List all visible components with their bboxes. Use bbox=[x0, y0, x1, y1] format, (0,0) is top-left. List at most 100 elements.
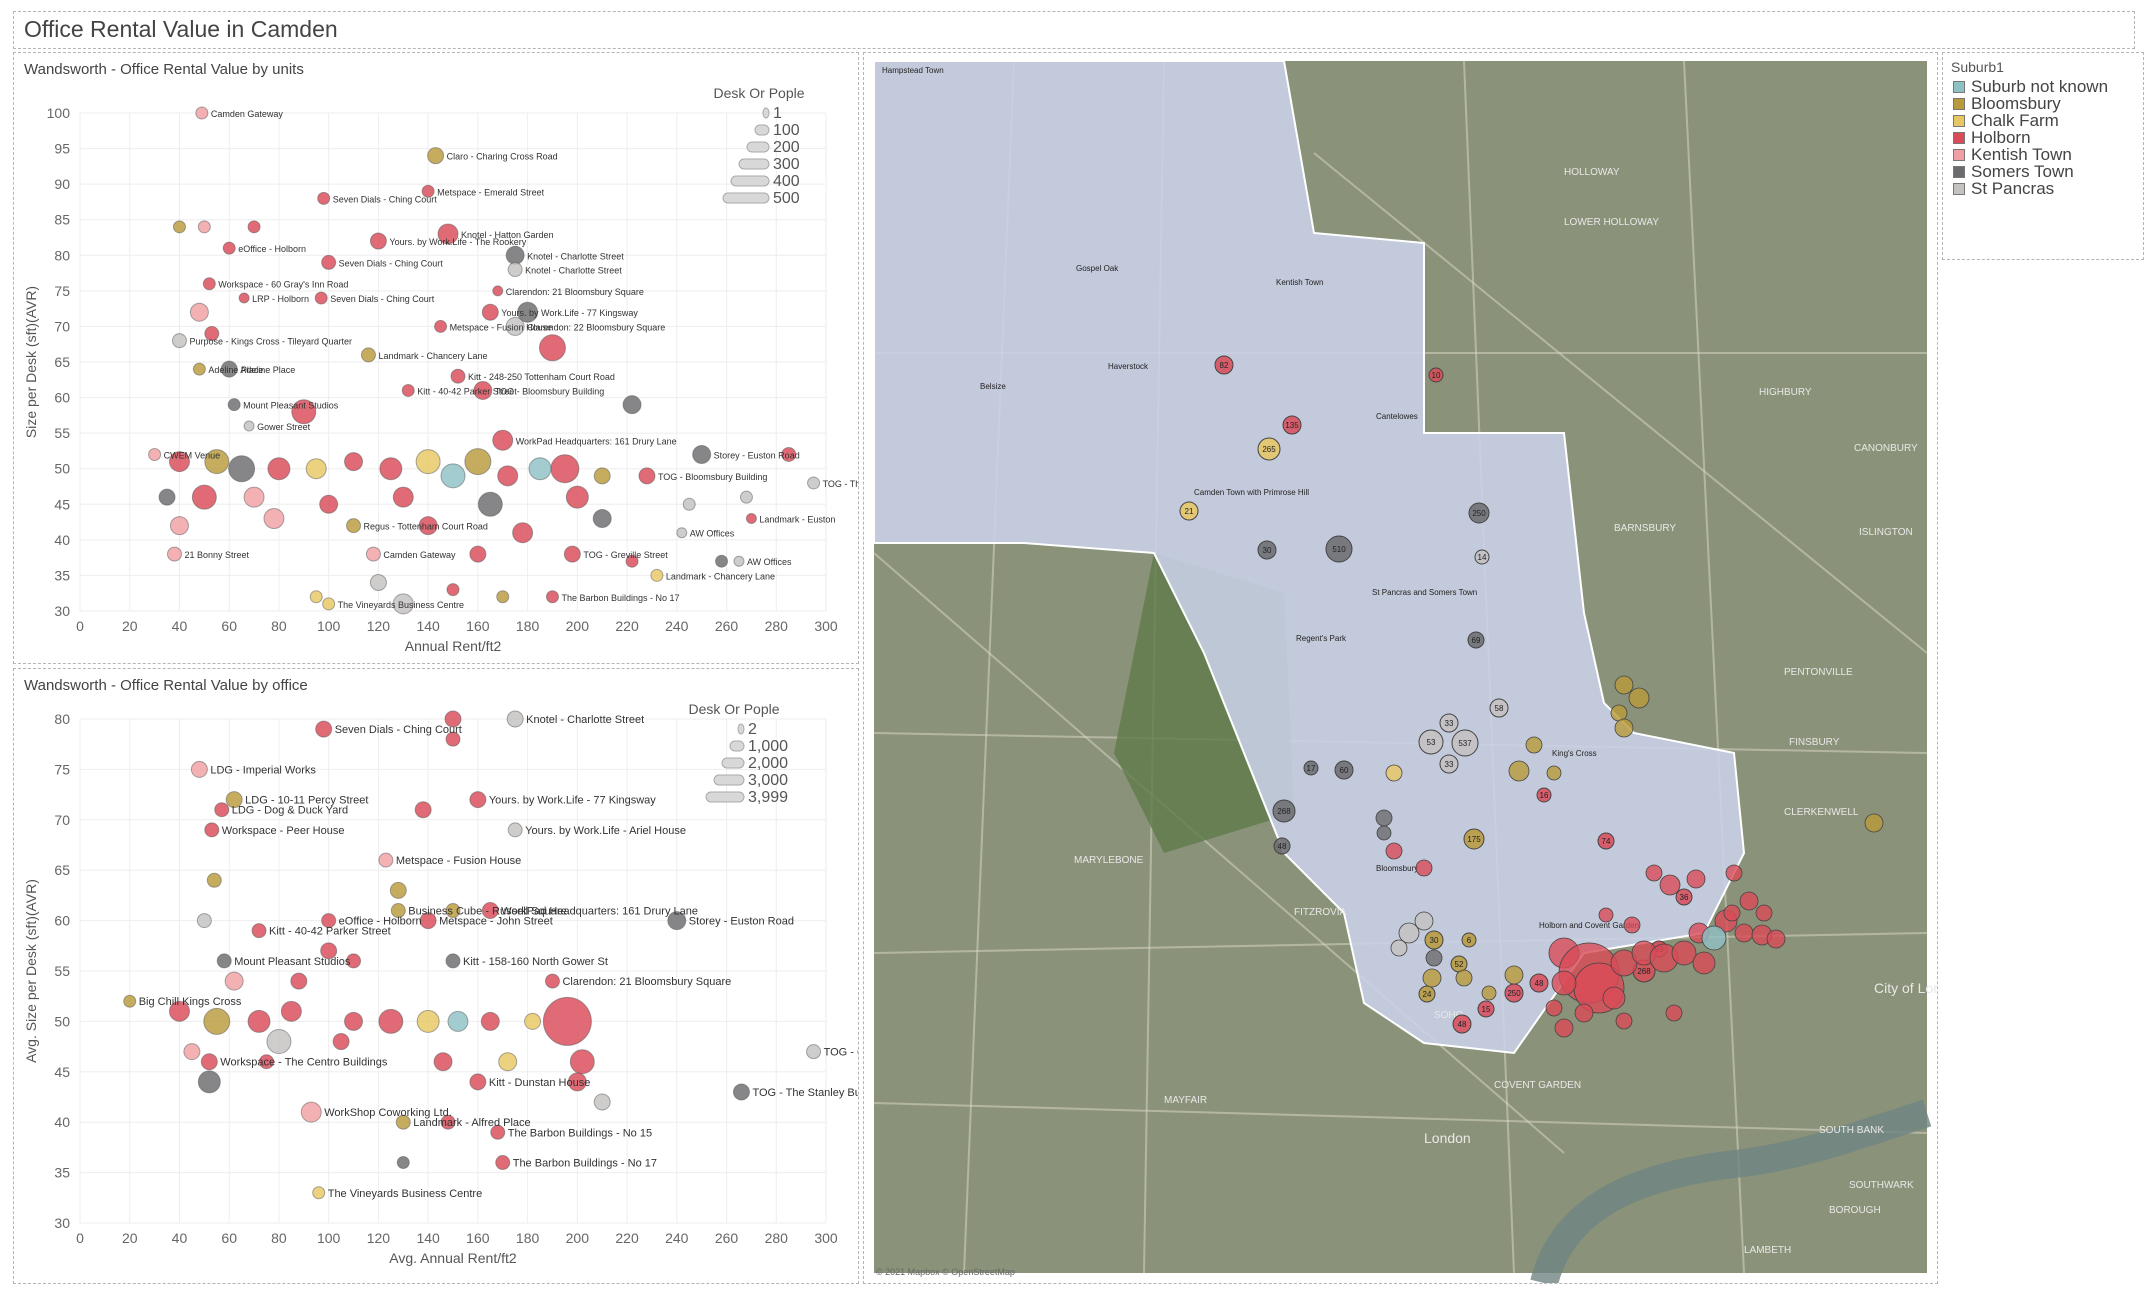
data-point[interactable] bbox=[390, 903, 406, 919]
map-bubble[interactable] bbox=[1546, 765, 1562, 781]
map-bubble[interactable] bbox=[1701, 925, 1727, 951]
data-point[interactable] bbox=[169, 516, 189, 536]
data-point[interactable] bbox=[314, 291, 328, 305]
data-point[interactable] bbox=[379, 457, 403, 481]
map-bubble[interactable] bbox=[1671, 940, 1697, 966]
data-point[interactable] bbox=[228, 455, 256, 483]
map-bubble[interactable] bbox=[1477, 1000, 1495, 1018]
data-point[interactable] bbox=[227, 398, 241, 412]
data-point[interactable] bbox=[567, 1072, 587, 1092]
map-bubble[interactable] bbox=[1489, 698, 1509, 718]
map-bubble[interactable] bbox=[1463, 828, 1485, 850]
map-bubble[interactable] bbox=[1398, 922, 1420, 944]
data-point[interactable] bbox=[344, 452, 364, 472]
data-point[interactable] bbox=[346, 953, 362, 969]
data-point[interactable] bbox=[222, 241, 236, 255]
data-point[interactable] bbox=[148, 447, 162, 461]
data-point[interactable] bbox=[495, 1155, 511, 1171]
data-point[interactable] bbox=[625, 554, 639, 568]
map-bubble[interactable] bbox=[1554, 1018, 1574, 1038]
data-point[interactable] bbox=[251, 923, 267, 939]
data-point[interactable] bbox=[414, 801, 432, 819]
data-point[interactable] bbox=[528, 457, 552, 481]
data-point[interactable] bbox=[473, 380, 493, 400]
data-point[interactable] bbox=[419, 912, 437, 930]
map-bubble[interactable] bbox=[1610, 704, 1628, 722]
data-point[interactable] bbox=[497, 465, 519, 487]
data-point[interactable] bbox=[427, 147, 445, 165]
legend-item[interactable]: St Pancras bbox=[1953, 179, 2054, 198]
map-bubble[interactable] bbox=[1723, 904, 1741, 922]
map-bubble[interactable] bbox=[1525, 736, 1543, 754]
data-point[interactable] bbox=[446, 583, 460, 597]
data-point[interactable] bbox=[197, 220, 211, 234]
data-point[interactable] bbox=[259, 1054, 274, 1070]
data-point[interactable] bbox=[445, 903, 461, 919]
map-bubble[interactable] bbox=[1536, 787, 1552, 803]
legend-item[interactable]: Holborn bbox=[1953, 128, 2031, 147]
data-point[interactable] bbox=[469, 545, 487, 563]
map-bubble[interactable] bbox=[1659, 874, 1681, 896]
map-bubble[interactable] bbox=[1334, 760, 1354, 780]
data-point[interactable] bbox=[492, 429, 514, 451]
data-point[interactable] bbox=[469, 1073, 487, 1091]
data-point[interactable] bbox=[480, 1011, 500, 1031]
map-bubble[interactable] bbox=[1545, 999, 1563, 1017]
data-point[interactable] bbox=[421, 184, 435, 198]
data-point[interactable] bbox=[593, 467, 611, 485]
map-bubble[interactable] bbox=[1424, 930, 1444, 950]
legend-item[interactable]: Suburb not known bbox=[1953, 77, 2108, 96]
data-point[interactable] bbox=[682, 497, 696, 511]
map-bubble[interactable] bbox=[1623, 916, 1641, 934]
map-bubble[interactable] bbox=[1755, 904, 1773, 922]
data-point[interactable] bbox=[745, 513, 757, 525]
data-point[interactable] bbox=[224, 971, 244, 991]
data-point[interactable] bbox=[806, 1044, 822, 1060]
data-point[interactable] bbox=[171, 333, 187, 349]
data-point[interactable] bbox=[300, 1101, 322, 1123]
data-point[interactable] bbox=[781, 446, 797, 462]
map-bubble[interactable] bbox=[1574, 1003, 1594, 1023]
data-point[interactable] bbox=[544, 973, 560, 989]
data-point[interactable] bbox=[498, 1052, 518, 1072]
legend-item[interactable]: Bloomsbury bbox=[1953, 94, 2061, 113]
data-point[interactable] bbox=[650, 568, 664, 582]
data-point[interactable] bbox=[369, 574, 387, 592]
data-point[interactable] bbox=[280, 1000, 302, 1022]
map-bubble[interactable] bbox=[1179, 501, 1199, 521]
data-point[interactable] bbox=[389, 881, 407, 899]
data-point[interactable] bbox=[445, 731, 461, 747]
data-point[interactable] bbox=[490, 1124, 506, 1140]
map-bubble[interactable] bbox=[1692, 951, 1716, 975]
map-bubble[interactable] bbox=[1385, 842, 1403, 860]
data-point[interactable] bbox=[512, 522, 534, 544]
data-point[interactable] bbox=[507, 822, 523, 838]
map-bubble[interactable] bbox=[1439, 713, 1459, 733]
data-point[interactable] bbox=[378, 1008, 404, 1034]
data-point[interactable] bbox=[592, 509, 612, 529]
data-point[interactable] bbox=[225, 791, 243, 809]
data-point[interactable] bbox=[190, 760, 208, 778]
data-point[interactable] bbox=[563, 545, 581, 563]
map-bubble[interactable] bbox=[1864, 813, 1884, 833]
data-point[interactable] bbox=[469, 791, 487, 809]
data-point[interactable] bbox=[477, 491, 503, 517]
data-point[interactable] bbox=[192, 362, 206, 376]
data-point[interactable] bbox=[492, 285, 504, 297]
data-point[interactable] bbox=[692, 444, 712, 464]
map-bubble[interactable] bbox=[1468, 502, 1490, 524]
data-point[interactable] bbox=[214, 802, 230, 818]
map-bubble[interactable] bbox=[1257, 437, 1281, 461]
data-point[interactable] bbox=[197, 1070, 221, 1094]
legend-item[interactable]: Kentish Town bbox=[1953, 145, 2072, 164]
data-point[interactable] bbox=[321, 254, 337, 270]
data-point[interactable] bbox=[191, 484, 217, 510]
data-point[interactable] bbox=[202, 277, 216, 291]
data-point[interactable] bbox=[447, 1010, 469, 1032]
map-bubble[interactable] bbox=[1428, 367, 1444, 383]
map-bubble[interactable] bbox=[1214, 355, 1234, 375]
legend-item[interactable]: Somers Town bbox=[1953, 162, 2074, 181]
data-point[interactable] bbox=[309, 590, 323, 604]
scatter-units-svg[interactable]: 0 20 40 60 80 100 120 140 160 180 200 220 240 260 280 3… bbox=[14, 53, 932, 663]
map-bubble[interactable] bbox=[1614, 675, 1634, 695]
